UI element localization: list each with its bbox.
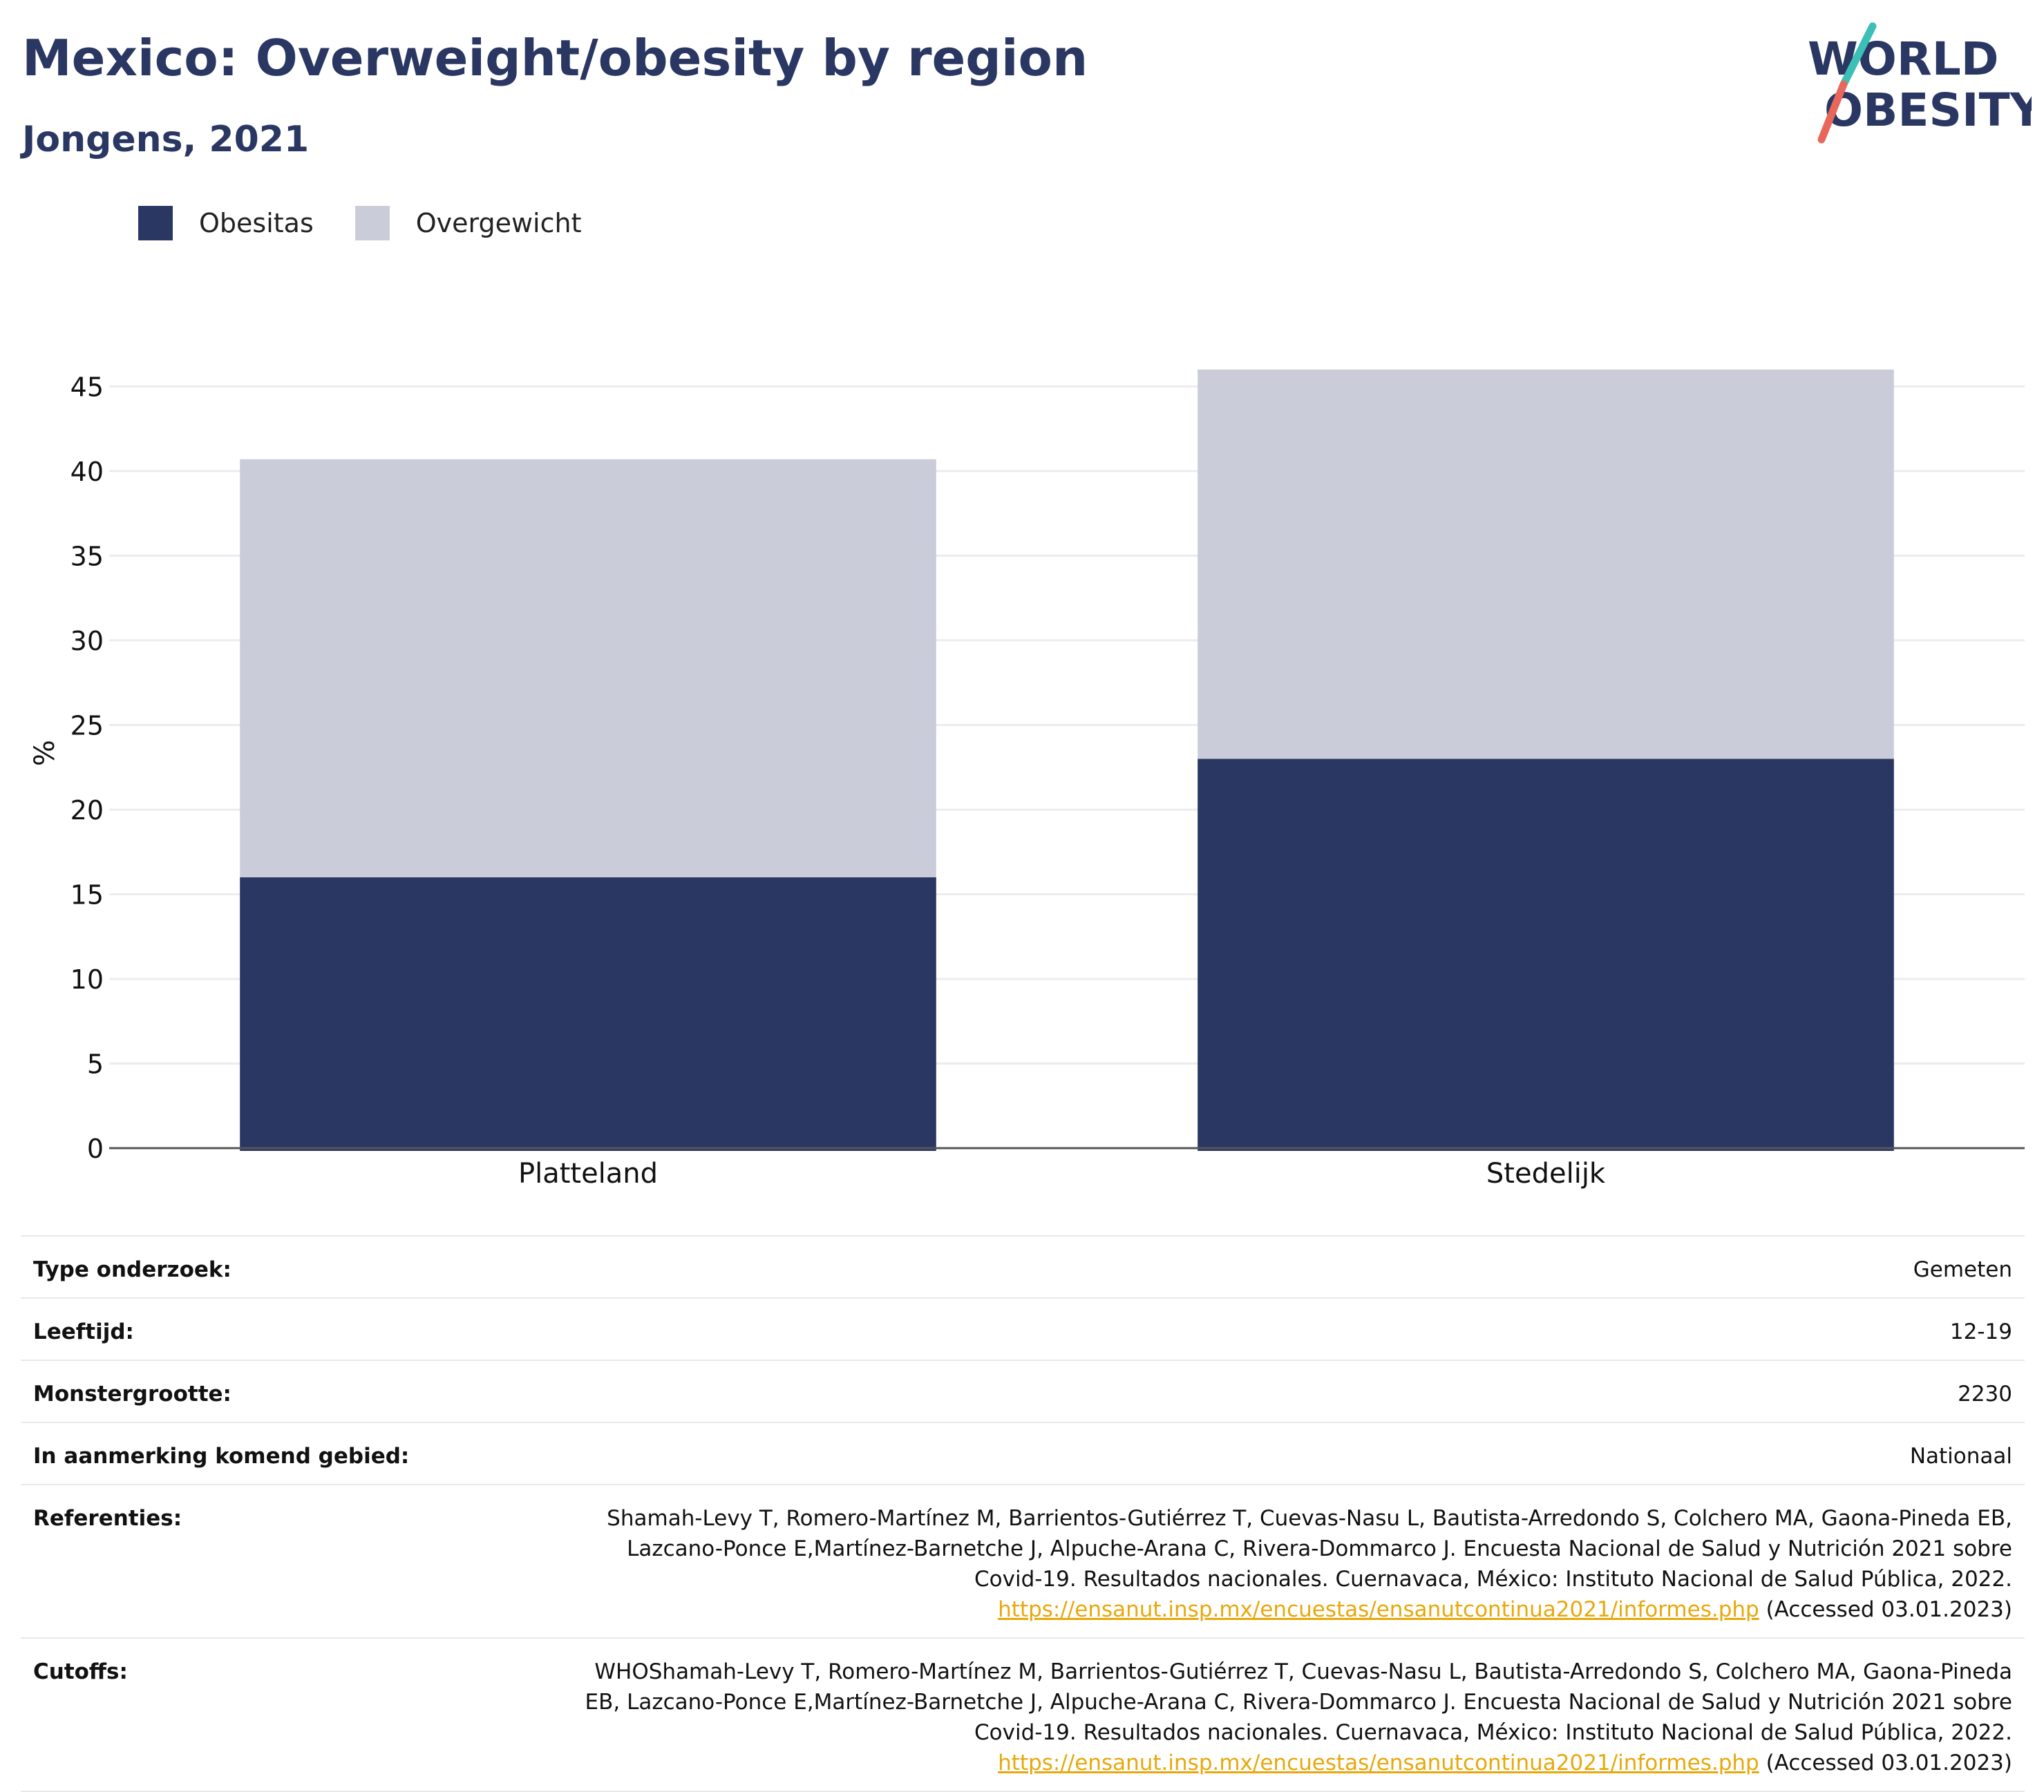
legend-item-overweight[interactable]: Overgewicht xyxy=(354,206,582,240)
y-tick-label: 10 xyxy=(70,964,104,995)
y-tick-label: 5 xyxy=(87,1049,104,1079)
x-tick-label: Stedelijk xyxy=(1486,1158,1606,1190)
cutoffs-link[interactable]: https://ensanut.insp.mx/encuestas/ensanu… xyxy=(998,1751,1759,1775)
meta-value-age: 12-19 xyxy=(433,1297,2025,1360)
cutoffs-line3: Covid-19. Resultados nacionales. Cuernav… xyxy=(974,1720,2012,1745)
bars xyxy=(240,369,1894,1151)
meta-value-survey-type: Gemeten xyxy=(433,1235,2025,1298)
references-link[interactable]: https://ensanut.insp.mx/encuestas/ensanu… xyxy=(998,1597,1759,1622)
cutoffs-line1: WHOShamah-Levy T, Romero-Martínez M, Bar… xyxy=(594,1659,2012,1684)
chart-subtitle: Jongens, 2021 xyxy=(22,119,310,160)
cutoffs-line2: EB, Lazcano-Ponce E,Martínez-Barnetche J… xyxy=(585,1690,2012,1715)
meta-label-survey-type: Type onderzoek: xyxy=(21,1235,433,1298)
logo-slash-coral xyxy=(1817,80,1848,144)
logo-slash-teal xyxy=(1839,22,1877,88)
meta-row-area: In aanmerking komend gebied: Nationaal xyxy=(21,1422,2025,1485)
y-tick-label: 0 xyxy=(87,1134,104,1164)
legend-item-obesity[interactable]: Obesitas xyxy=(138,206,314,240)
references-accessed: (Accessed 03.01.2023) xyxy=(1766,1597,2012,1622)
references-line3: Covid-19. Resultados nacionales. Cuernav… xyxy=(974,1567,2012,1592)
y-tick-label: 45 xyxy=(70,372,104,402)
y-tick-label: 30 xyxy=(70,626,104,656)
stacked-bar-chart: 0 5 10 15 20 25 30 35 40 45 Platteland Stedelijk % xyxy=(29,369,2025,1190)
logo-line1: WORLD xyxy=(1808,32,1999,86)
cutoffs-accessed: (Accessed 03.01.2023) xyxy=(1766,1751,2012,1775)
y-tick-label: 25 xyxy=(70,710,104,741)
meta-row-sample-size: Monstergrootte: 2230 xyxy=(21,1360,2025,1422)
bar-obesity-2[interactable] xyxy=(1198,759,1894,1151)
logo-line2: OBESITY xyxy=(1824,84,2032,137)
meta-value-area: Nationaal xyxy=(433,1422,2025,1485)
y-tick-label: 20 xyxy=(70,795,104,826)
y-tick-label: 40 xyxy=(70,457,104,487)
references-line2: Lazcano-Ponce E,Martínez-Barnetche J, Al… xyxy=(627,1536,2012,1561)
legend: Obesitas Overgewicht xyxy=(138,206,623,240)
legend-label-obesity: Obesitas xyxy=(199,208,314,238)
y-tick-label: 15 xyxy=(70,879,104,910)
meta-label-references: Referenties: xyxy=(21,1484,433,1638)
meta-row-references: Referenties: Shamah-Levy T, Romero-Martí… xyxy=(21,1484,2025,1638)
meta-row-cutoffs: Cutoffs: WHOShamah-Levy T, Romero-Martín… xyxy=(21,1637,2025,1792)
meta-label-area: In aanmerking komend gebied: xyxy=(21,1422,433,1485)
meta-row-age: Leeftijd: 12-19 xyxy=(21,1297,2025,1360)
meta-value-sample-size: 2230 xyxy=(433,1360,2025,1422)
legend-swatch-overweight xyxy=(354,206,390,240)
meta-value-cutoffs: WHOShamah-Levy T, Romero-Martínez M, Bar… xyxy=(433,1637,2025,1792)
x-tick-label: Platteland xyxy=(518,1158,658,1190)
legend-swatch-obesity xyxy=(138,206,173,240)
bar-overweight-1[interactable] xyxy=(240,459,936,877)
chart-title: Mexico: Overweight/obesity by region xyxy=(22,29,1088,87)
meta-label-sample-size: Monstergrootte: xyxy=(21,1360,433,1422)
y-axis-label: % xyxy=(29,740,61,766)
y-tick-label: 35 xyxy=(70,541,104,571)
bar-obesity-1[interactable] xyxy=(240,877,936,1151)
meta-label-cutoffs: Cutoffs: xyxy=(21,1637,433,1792)
x-tick-labels: Platteland Stedelijk xyxy=(518,1158,1606,1190)
meta-label-age: Leeftijd: xyxy=(21,1297,433,1360)
bar-overweight-2[interactable] xyxy=(1198,369,1894,759)
y-tick-labels: 0 5 10 15 20 25 30 35 40 45 xyxy=(70,372,104,1164)
metadata-table: Type onderzoek: Gemeten Leeftijd: 12-19 … xyxy=(21,1235,2025,1792)
world-obesity-logo: WORLD OBESITY xyxy=(1808,22,2032,144)
meta-value-references: Shamah-Levy T, Romero-Martínez M, Barrie… xyxy=(433,1484,2025,1638)
meta-row-survey-type: Type onderzoek: Gemeten xyxy=(21,1235,2025,1298)
references-line1: Shamah-Levy T, Romero-Martínez M, Barrie… xyxy=(607,1506,2012,1531)
legend-label-overweight: Overgewicht xyxy=(415,208,582,238)
